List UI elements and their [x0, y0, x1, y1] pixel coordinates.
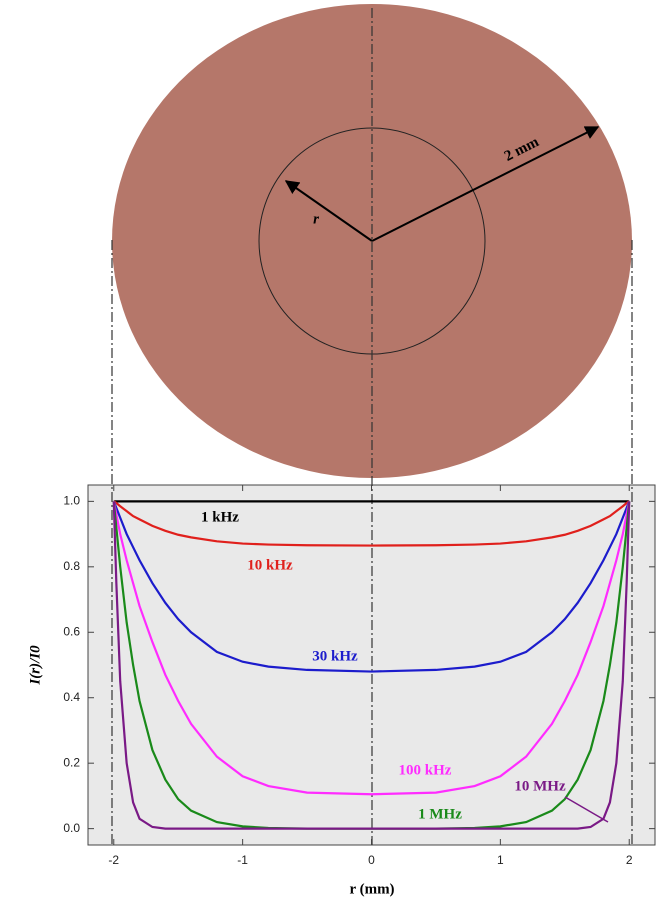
x-axis-label: r (mm): [349, 881, 394, 897]
series-label: 1 MHz: [418, 806, 462, 822]
x-tick-label: 0: [368, 853, 375, 867]
y-axis-label: I(r)/I0: [27, 645, 43, 686]
chart: 2 mm r r (mm) I(r)/I0 0.00.20.40.60.81.0…: [0, 0, 661, 905]
y-tick-label: 0.2: [63, 755, 80, 769]
r-label: r: [313, 211, 319, 227]
y-tick-label: 0.6: [63, 624, 80, 638]
page: 2 mm r r (mm) I(r)/I0 0.00.20.40.60.81.0…: [0, 0, 661, 905]
x-tick-label: -2: [108, 853, 119, 867]
y-tick-label: 0.8: [63, 559, 80, 573]
x-tick-label: 1: [497, 853, 504, 867]
series-label: 10 kHz: [247, 557, 293, 573]
y-tick-label: 0.4: [63, 690, 80, 704]
series-label: 10 MHz: [514, 778, 566, 794]
x-tick-label: 2: [626, 853, 633, 867]
y-tick-label: 0.0: [63, 821, 80, 835]
series-label: 100 kHz: [399, 762, 452, 778]
series-label: 30 kHz: [312, 648, 358, 664]
y-tick-label: 1.0: [63, 494, 80, 508]
x-tick-label: -1: [237, 853, 248, 867]
series-label: 1 kHz: [201, 509, 239, 525]
